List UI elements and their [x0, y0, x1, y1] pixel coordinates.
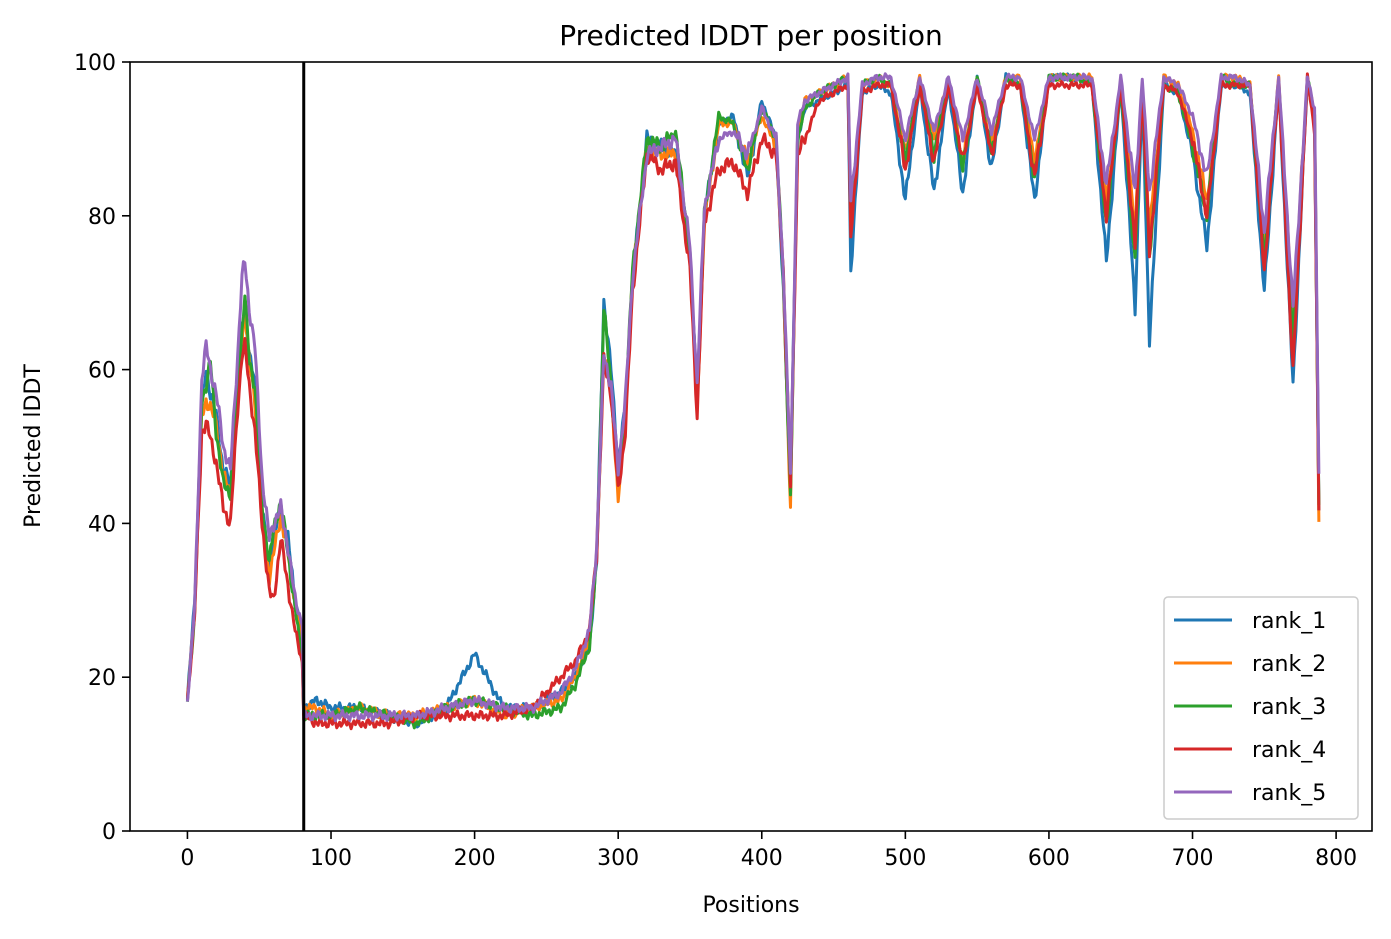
y-tick-label: 0 — [102, 820, 116, 845]
plot-frame — [129, 61, 1373, 832]
x-tick-label: 800 — [1315, 846, 1357, 871]
legend-label-rank-3: rank_3 — [1252, 695, 1326, 720]
legend: rank_1 rank_2 rank_3 rank_4 rank_5 — [1163, 596, 1359, 820]
plot-area — [129, 61, 1373, 832]
x-tick-label: 600 — [1028, 846, 1070, 871]
x-tick-label: 0 — [180, 846, 194, 871]
y-tick-label: 20 — [88, 666, 116, 691]
x-tick-label: 700 — [1172, 846, 1214, 871]
y-tick-label: 80 — [88, 205, 116, 230]
chart-title: Predicted lDDT per position — [559, 19, 943, 52]
y-axis: 0 20 40 60 80 100 — [74, 51, 130, 845]
x-tick-label: 500 — [884, 846, 926, 871]
series-line-rank-4 — [185, 72, 1321, 731]
x-axis: 0 100 200 300 400 500 600 700 800 — [180, 831, 1357, 871]
x-tick-label: 200 — [454, 846, 496, 871]
legend-label-rank-2: rank_2 — [1252, 652, 1326, 677]
series-line-rank-5 — [185, 72, 1321, 723]
series-layer — [185, 72, 1321, 731]
y-tick-label: 40 — [88, 512, 116, 537]
y-tick-label: 60 — [88, 359, 116, 384]
x-axis-title: Positions — [702, 893, 799, 918]
x-tick-label: 400 — [741, 846, 783, 871]
y-tick-label: 100 — [74, 51, 116, 76]
legend-box — [1163, 596, 1359, 820]
y-axis-title: Predicted lDDT — [21, 364, 46, 528]
x-tick-label: 300 — [597, 846, 639, 871]
legend-label-rank-5: rank_5 — [1252, 781, 1326, 806]
x-tick-label: 100 — [310, 846, 352, 871]
legend-label-rank-4: rank_4 — [1252, 738, 1326, 763]
legend-label-rank-1: rank_1 — [1252, 609, 1326, 634]
